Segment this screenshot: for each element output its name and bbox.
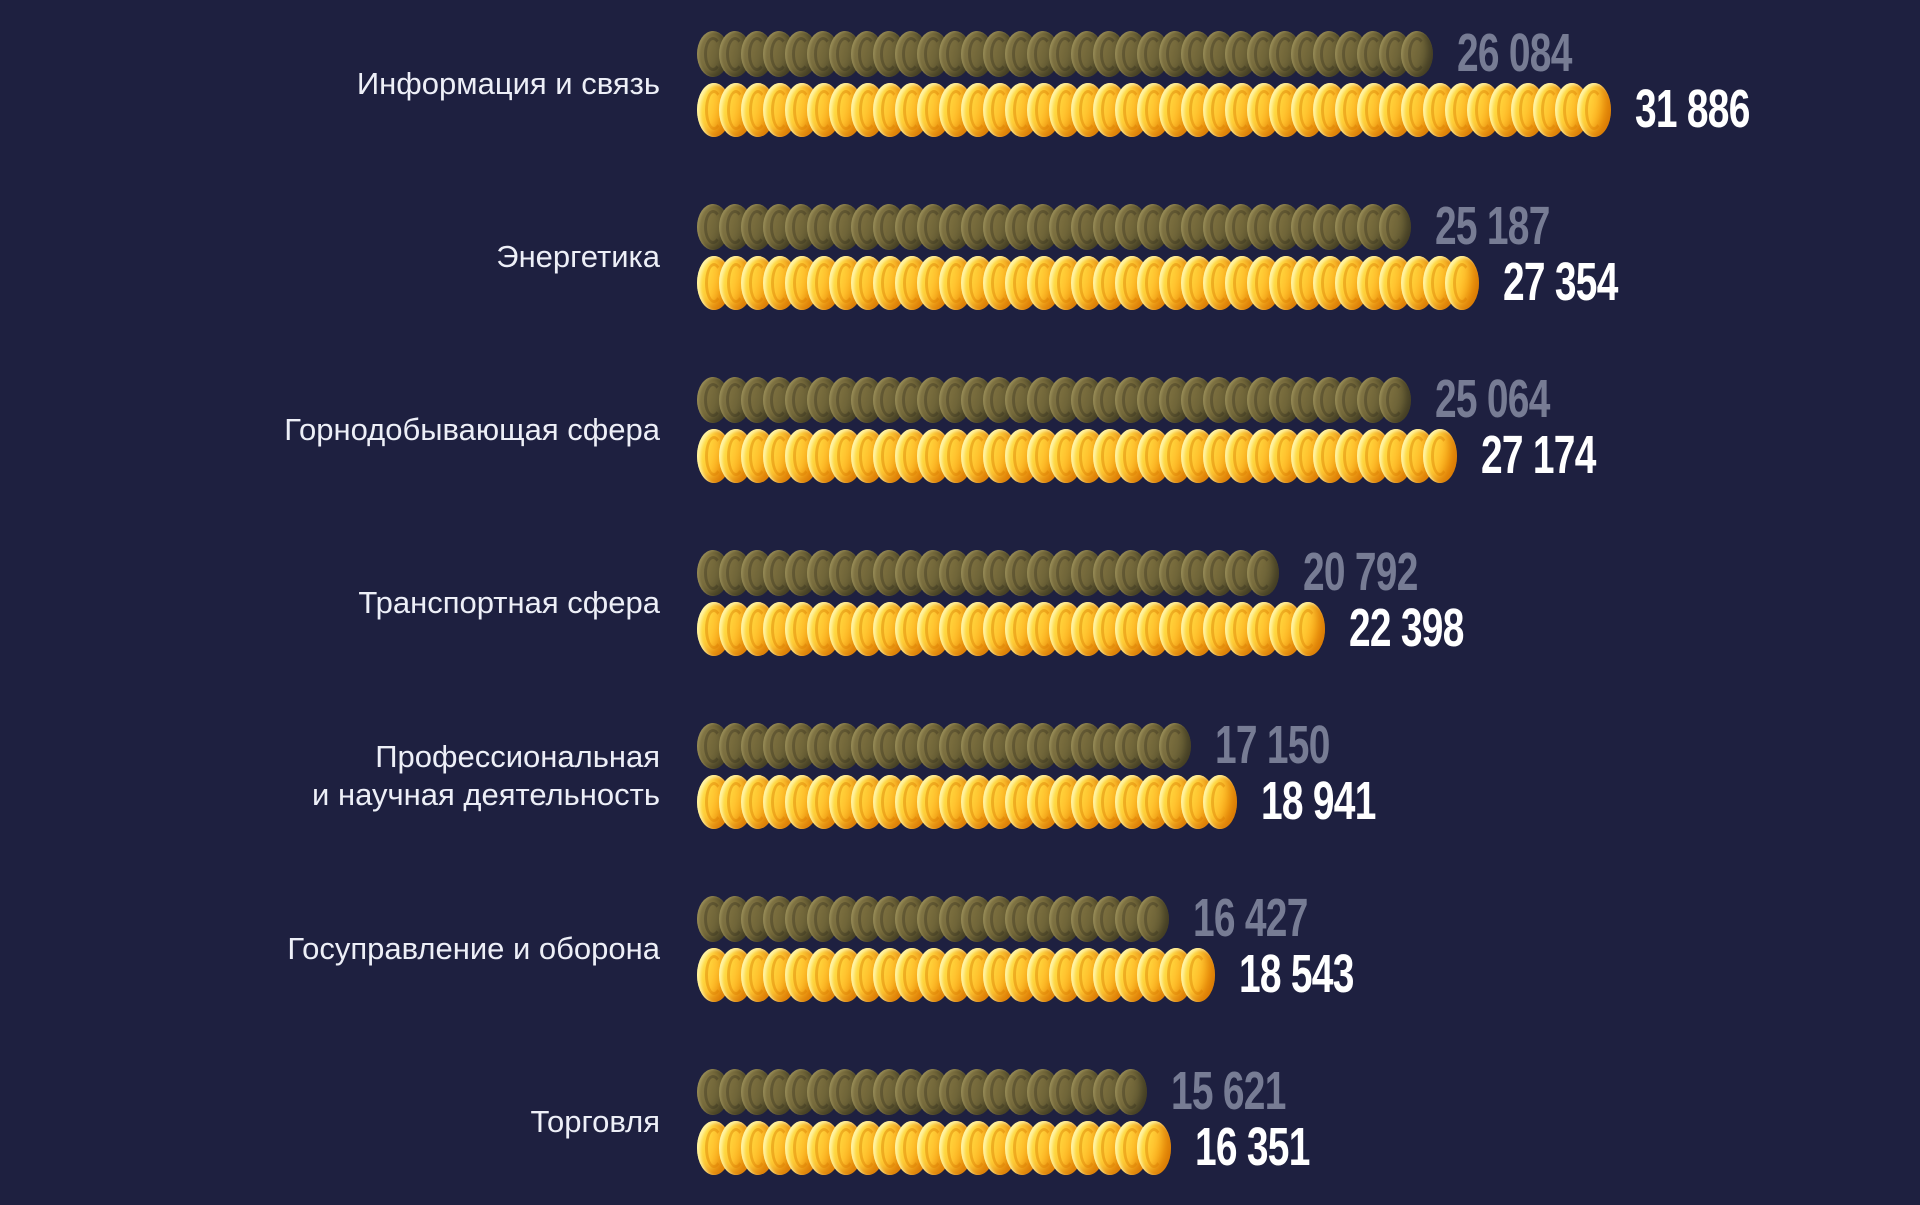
bar-secondary: 17 150	[697, 714, 1330, 774]
category-label: Энергетика	[496, 239, 660, 275]
value-primary: 18 941	[1261, 770, 1376, 831]
category-label: Торговля	[530, 1104, 661, 1140]
category-label: Информация и связь	[356, 66, 660, 102]
bar-primary: 27 354	[697, 251, 1618, 311]
value-primary: 18 543	[1239, 943, 1354, 1004]
category-label: Профессиональная и научная деятельность	[312, 739, 660, 812]
value-primary: 27 354	[1503, 251, 1618, 312]
chart-row: Энергетика 25 187 27 354	[0, 195, 1920, 311]
bar-group: 26 084 31 886	[697, 22, 1750, 138]
bar-group: 16 427 18 543	[697, 887, 1354, 1003]
chart-row: Горнодобывающая сфера 25 064 27 174	[0, 368, 1920, 484]
dark-coin-icon	[1379, 376, 1411, 423]
chart-row: Торговля 15 621 16 351	[0, 1060, 1920, 1176]
bar-primary: 18 941	[697, 770, 1376, 830]
gold-coin-icon	[1445, 255, 1479, 310]
category-label: Горнодобывающая сфера	[284, 412, 660, 448]
bar-primary: 31 886	[697, 78, 1750, 138]
bar-group: 20 792 22 398	[697, 541, 1464, 657]
value-primary: 16 351	[1195, 1116, 1310, 1177]
value-secondary: 26 084	[1457, 22, 1572, 83]
chart-row: Госуправление и оборона 16 427 18 543	[0, 887, 1920, 1003]
gold-coin-icon	[1181, 947, 1215, 1002]
chart-row: Информация и связь 26 084 31 886	[0, 22, 1920, 138]
dark-coin-icon	[1115, 1068, 1147, 1115]
category-label: Госуправление и оборона	[287, 931, 660, 967]
category-label: Транспортная сфера	[358, 585, 660, 621]
dark-coin-icon	[1401, 30, 1433, 77]
bar-secondary: 15 621	[697, 1060, 1286, 1120]
bar-group: 15 621 16 351	[697, 1060, 1310, 1176]
dark-coin-icon	[1159, 722, 1191, 769]
bar-primary: 22 398	[697, 597, 1464, 657]
dark-coin-icon	[1137, 895, 1169, 942]
value-secondary: 15 621	[1171, 1060, 1286, 1121]
chart-row: Транспортная сфера 20 792 22 398	[0, 541, 1920, 657]
value-secondary: 20 792	[1303, 541, 1418, 602]
value-primary: 22 398	[1349, 597, 1464, 658]
gold-coin-icon	[1423, 428, 1457, 483]
dark-coin-icon	[1247, 549, 1279, 596]
value-primary: 31 886	[1635, 78, 1750, 139]
bar-secondary: 26 084	[697, 22, 1572, 82]
bar-group: 17 150 18 941	[697, 714, 1376, 830]
bar-primary: 18 543	[697, 943, 1354, 1003]
value-primary: 27 174	[1481, 424, 1596, 485]
coin-bar-chart: Информация и связь 26 084 31 886 Энергетика…	[0, 22, 1920, 1176]
chart-row: Профессиональная и научная деятельность 17…	[0, 714, 1920, 830]
bar-secondary: 25 064	[697, 368, 1550, 428]
gold-coin-icon	[1291, 601, 1325, 656]
value-secondary: 25 064	[1435, 368, 1550, 429]
bar-group: 25 187 27 354	[697, 195, 1618, 311]
bar-secondary: 16 427	[697, 887, 1308, 947]
bar-primary: 27 174	[697, 424, 1596, 484]
bar-primary: 16 351	[697, 1116, 1310, 1176]
gold-coin-icon	[1203, 774, 1237, 829]
gold-coin-icon	[1137, 1120, 1171, 1175]
value-secondary: 25 187	[1435, 195, 1550, 256]
bar-group: 25 064 27 174	[697, 368, 1596, 484]
dark-coin-icon	[1379, 203, 1411, 250]
bar-secondary: 20 792	[697, 541, 1418, 601]
value-secondary: 17 150	[1215, 714, 1330, 775]
bar-secondary: 25 187	[697, 195, 1550, 255]
gold-coin-icon	[1577, 82, 1611, 137]
value-secondary: 16 427	[1193, 887, 1308, 948]
